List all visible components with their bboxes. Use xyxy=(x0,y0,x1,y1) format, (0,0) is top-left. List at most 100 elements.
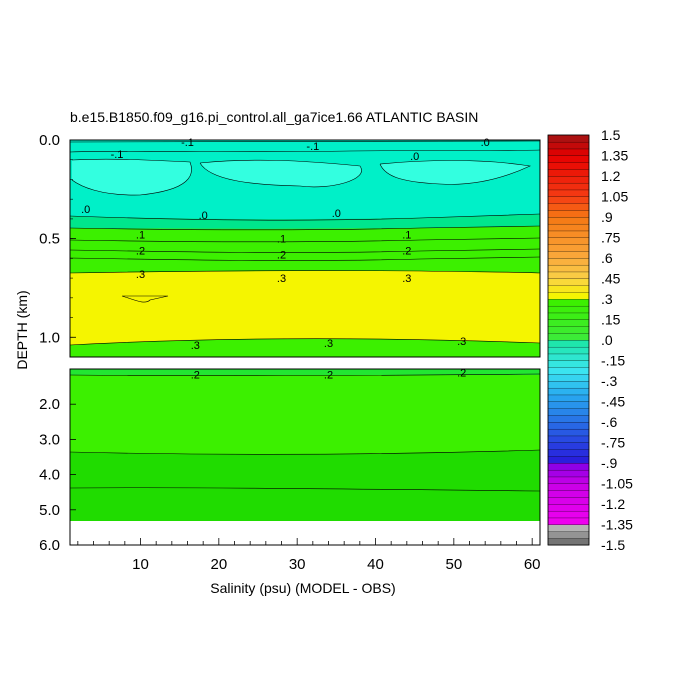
colorbar-bin xyxy=(547,182,590,191)
bottom-missing-region xyxy=(71,521,539,544)
colorbar-bin xyxy=(547,394,590,402)
colorbar-bin xyxy=(547,531,590,539)
colorbar-bin xyxy=(547,175,590,184)
contour-label: .1 xyxy=(277,234,286,246)
colorbar-bin xyxy=(547,339,590,348)
colorbar-bin xyxy=(547,326,590,334)
colorbar-bin xyxy=(547,421,590,430)
colorbar-label: -1.35 xyxy=(601,517,633,533)
colorbar-bin xyxy=(547,223,590,232)
colorbar-bin xyxy=(547,251,590,259)
colorbar-label: .9 xyxy=(601,209,613,225)
colorbar-bin xyxy=(547,257,590,266)
y-tick-label: 4.0 xyxy=(39,467,60,484)
bottom-panel-frame xyxy=(69,368,541,546)
colorbar-bin xyxy=(547,141,590,150)
contour-label: -.1 xyxy=(181,137,194,149)
colorbar-bin xyxy=(547,210,590,218)
colorbar-bin xyxy=(547,476,590,484)
colorbar-bin xyxy=(547,237,590,245)
colorbar-bin xyxy=(547,517,590,525)
contour-line xyxy=(69,373,541,376)
colorbar-bin xyxy=(547,292,590,300)
contour-line xyxy=(69,338,541,346)
contour-label: .0 xyxy=(81,204,90,216)
colorbar-label: 1.05 xyxy=(601,189,628,205)
contour-label: .0 xyxy=(410,151,419,163)
top-panel-frame xyxy=(69,139,541,358)
y-tick-label: 3.0 xyxy=(39,431,60,448)
chart-title: b.e15.B1850.f09_g16.pi_control.all_ga7ic… xyxy=(70,109,478,125)
contour-line xyxy=(69,149,541,153)
contour-line xyxy=(69,449,541,455)
bottom-panel xyxy=(69,368,541,546)
colorbar-label: .6 xyxy=(601,250,613,266)
colorbar-bin xyxy=(547,401,590,409)
contour-label: .2 xyxy=(277,249,286,261)
contour-label: .0 xyxy=(199,210,208,222)
colorbar-frame xyxy=(547,134,590,546)
colorbar-label: -.9 xyxy=(601,455,618,471)
contour-label: .2 xyxy=(457,368,466,380)
x-tick-label: 10 xyxy=(132,556,149,573)
contour-label: -.1 xyxy=(306,141,319,153)
colorbar-label: 1.5 xyxy=(601,127,621,143)
contour-label: .2 xyxy=(191,369,200,381)
y-tick-label: 2.0 xyxy=(39,396,60,413)
contour-line xyxy=(69,256,541,261)
contour-label: .3 xyxy=(324,338,333,350)
contour-label: .3 xyxy=(277,273,286,285)
x-tick-label: 40 xyxy=(367,556,384,573)
colorbar-label: -.6 xyxy=(601,414,618,430)
bottom-contour-lines xyxy=(69,373,541,492)
colorbar-label: 1.2 xyxy=(601,168,621,184)
contour-labels: -.1 -.1 .0 -.1 .0 .0 .0 .0 .1 .1 .1 .2 .2 .2 .3 .3 .3 .3.… xyxy=(81,137,490,381)
colorbar-bin xyxy=(547,203,590,211)
colorbar-label: -.75 xyxy=(601,435,625,451)
colorbar-label: .75 xyxy=(601,230,621,246)
colorbar-bin xyxy=(547,333,590,341)
colorbar-bin xyxy=(547,462,590,471)
colorbar-bin xyxy=(547,449,590,457)
colorbar-label: .45 xyxy=(601,271,621,287)
contour-label: .1 xyxy=(402,230,411,242)
y-tick-label: 0.5 xyxy=(39,231,60,248)
colorbar-bin xyxy=(547,230,590,238)
colorbar-label: -1.5 xyxy=(601,537,625,553)
colorbar-bin xyxy=(547,387,590,396)
contour-line xyxy=(69,248,541,253)
colorbar-bin xyxy=(547,374,590,382)
colorbar-bin xyxy=(547,538,590,546)
colorbar-bin xyxy=(547,490,590,498)
colorbar-bin xyxy=(547,483,590,491)
colorbar-bin xyxy=(547,360,590,368)
axes: 10 20 30 40 50 60 0.0 0.5 1.0 2.0 3.0 4.0 5.0 6.0 xyxy=(39,132,540,573)
colorbar-bin xyxy=(547,312,590,320)
contour-label: .1 xyxy=(136,230,145,242)
colorbar-bin xyxy=(547,244,590,252)
contour-line xyxy=(69,213,541,221)
contour-label: .0 xyxy=(332,208,341,220)
contour-label: .2 xyxy=(324,369,333,381)
top-contour-lines xyxy=(69,140,541,346)
colorbar-bin xyxy=(547,148,590,156)
colorbar-bin xyxy=(547,155,590,163)
bottom-field-top-band xyxy=(70,369,540,375)
colorbar-bin xyxy=(547,469,590,478)
contour-label: -.1 xyxy=(111,149,124,161)
colorbar-bin xyxy=(547,298,590,307)
colorbar-bin xyxy=(547,264,590,273)
colorbar-bin xyxy=(547,380,590,389)
colorbar-label: .0 xyxy=(601,332,613,348)
contour-line xyxy=(69,270,541,274)
colorbar-label: -.15 xyxy=(601,353,625,369)
x-tick-label: 30 xyxy=(289,556,306,573)
colorbar-bin xyxy=(547,346,590,355)
colorbar-bin xyxy=(547,216,590,225)
contour-label: .0 xyxy=(481,137,490,149)
colorbar-bin xyxy=(547,428,590,437)
colorbar-bin xyxy=(547,353,590,361)
contour-label: .3 xyxy=(136,269,145,281)
top-field-bottom-band xyxy=(70,338,540,357)
